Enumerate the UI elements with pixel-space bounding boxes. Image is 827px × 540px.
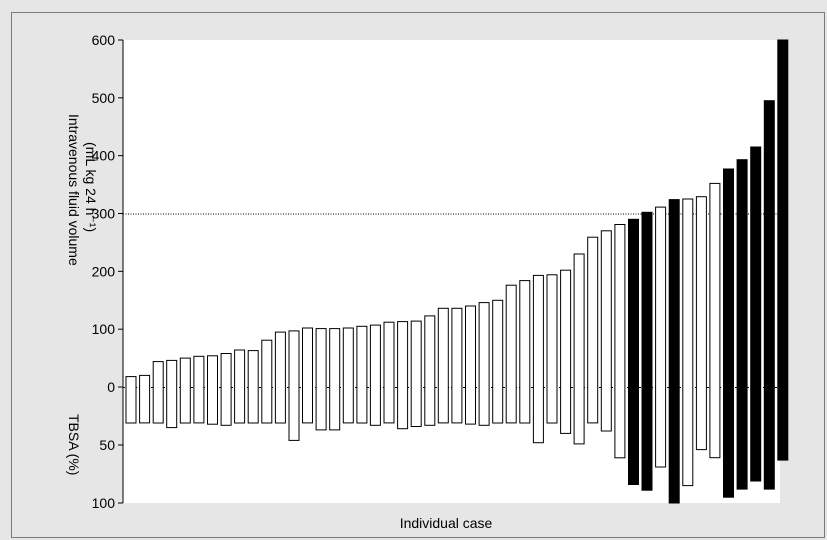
bar-case-41	[668, 199, 680, 504]
bar-case-5	[179, 357, 191, 424]
x-axis-title: Individual case	[400, 515, 493, 531]
bar-case-16	[329, 328, 341, 431]
bar-case-14	[302, 327, 313, 424]
bar-case-37	[614, 224, 626, 459]
bar-case-6	[193, 355, 205, 424]
bar-case-20	[383, 321, 395, 424]
bar-case-1	[125, 376, 137, 424]
bar-case-9	[234, 349, 246, 424]
bar-case-7	[207, 355, 218, 425]
bar-case-31	[532, 274, 544, 444]
y-axis-title-line-1: Intravenous fluid volume	[66, 114, 82, 266]
bar-case-15	[315, 328, 327, 431]
bar-case-8	[220, 353, 232, 426]
y-tick-volume-100: 100	[92, 321, 116, 337]
bar-case-40	[655, 206, 667, 468]
y-tick-volume-400: 400	[92, 148, 116, 164]
bar-case-39	[641, 211, 653, 491]
bar-case-29	[505, 284, 517, 424]
plot-area	[123, 40, 780, 503]
y-tick-volume-600: 600	[92, 32, 116, 48]
bar-case-24	[437, 307, 449, 424]
bar-case-26	[465, 305, 476, 425]
bar-case-17	[342, 327, 354, 424]
bar-case-10	[247, 350, 259, 424]
bar-case-32	[546, 274, 558, 424]
bar-case-33	[560, 269, 572, 434]
bar-case-47	[750, 146, 762, 482]
y-tick-volume-500: 500	[92, 90, 116, 106]
y-tick-volume-0: 0	[107, 379, 115, 395]
bar-case-34	[573, 253, 585, 445]
bar-case-36	[600, 230, 612, 432]
bar-case-22	[410, 320, 422, 428]
bar-case-49	[777, 39, 789, 461]
bar-case-19	[369, 324, 381, 426]
bar-case-12	[274, 331, 286, 424]
bar-case-11	[261, 339, 273, 424]
bar-case-4	[166, 359, 178, 429]
y-axis-title-line-2: (mL kg 24 h⁻¹)	[83, 142, 99, 232]
bar-case-45	[723, 168, 734, 498]
bar-case-2	[139, 374, 151, 424]
bar-case-35	[587, 236, 599, 424]
bar-case-13	[288, 330, 300, 441]
bar-case-27	[478, 302, 490, 426]
bar-case-3	[152, 361, 164, 424]
bar-case-44	[709, 182, 721, 459]
bar-case-23	[424, 315, 436, 426]
bar-case-42	[682, 198, 694, 487]
bar-case-21	[397, 321, 409, 430]
bar-case-18	[356, 325, 368, 424]
bar-case-25	[451, 307, 463, 424]
bar-case-43	[695, 196, 707, 451]
bar-case-30	[519, 280, 531, 424]
bar-case-46	[736, 159, 748, 490]
bar-case-28	[492, 299, 504, 424]
y-tick-volume-200: 200	[92, 263, 116, 279]
y-axis-ticks: 0 100 200 300 400 500 600 50 100	[92, 32, 123, 511]
bar-case-48	[763, 100, 775, 490]
y-tick-tbsa-100: 100	[92, 495, 116, 511]
y-tick-volume-300: 300	[92, 206, 116, 222]
y-tick-tbsa-50: 50	[99, 437, 115, 453]
bar-case-38	[628, 218, 639, 486]
bars-group	[125, 39, 789, 504]
y-axis-bottom-title: TBSA (%)	[66, 414, 82, 475]
